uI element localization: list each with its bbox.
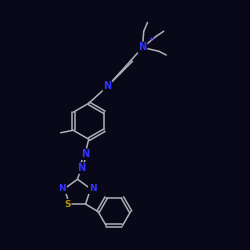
Text: N: N: [138, 42, 146, 52]
Text: +: +: [148, 36, 154, 42]
Text: N: N: [81, 149, 89, 159]
Text: N: N: [104, 81, 112, 91]
Text: N: N: [58, 184, 66, 193]
Text: N: N: [77, 163, 85, 173]
Text: S: S: [64, 200, 71, 208]
Text: N: N: [89, 184, 96, 193]
